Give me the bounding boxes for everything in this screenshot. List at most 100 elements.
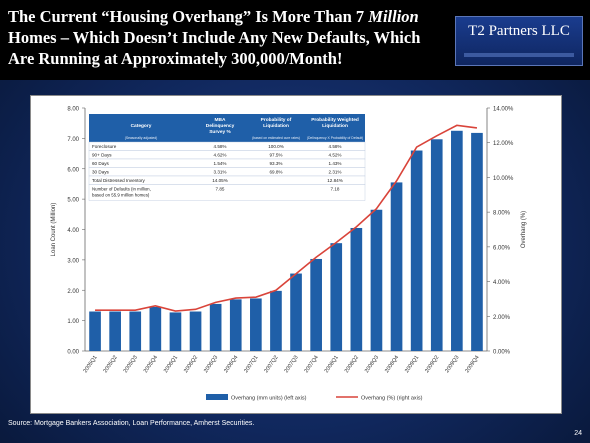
table-header-text: Liquidation [263, 123, 289, 129]
left-tick-label: 6.00 [67, 167, 79, 173]
x-tick-label: 2005Q2 [103, 355, 119, 374]
right-tick-label: 0.00% [493, 350, 511, 356]
table-cell-value: 4.52% [328, 153, 341, 158]
header-bar: The Current “Housing Overhang” Is More T… [0, 0, 590, 80]
legend-bar-swatch [206, 394, 228, 400]
logo-underline [464, 53, 574, 57]
table-cell-value: 1.54% [213, 161, 226, 166]
table-row-label: 60 Days [92, 161, 110, 166]
table-header-text: Liquidation [322, 123, 348, 129]
table-header-text: Survey % [209, 129, 231, 135]
overhang-bar [430, 139, 443, 351]
table-cell-value: 7.18 [331, 187, 340, 192]
x-tick-label: 2005Q3 [123, 355, 139, 374]
logo-text: T2 Partners LLC [468, 23, 570, 39]
table-row-bg [88, 167, 366, 177]
table-header-text: Category [131, 123, 152, 129]
legend-bar-label: Overhang (mm units) (left axis) [231, 396, 307, 402]
table-header-subtext: (Seasonally adjusted) [125, 136, 158, 140]
overhang-bar [209, 303, 222, 351]
right-tick-label: 12.00% [493, 141, 514, 147]
table-row-bg [88, 158, 366, 168]
table-row-bg [88, 141, 366, 151]
title-line1: The Current “Housing Overhang” Is More T… [8, 7, 369, 26]
table-row-label: Foreclosure [92, 144, 117, 149]
table-row-label: Number of Defaults (in million, [92, 187, 151, 192]
table-cell-value: 2.31% [328, 170, 341, 175]
x-tick-label: 2005Q4 [143, 355, 159, 374]
left-tick-label: 8.00 [67, 107, 79, 113]
title-line1-italic: Million [368, 7, 419, 26]
right-axis-title: Overhang (%) [521, 211, 527, 248]
page-number: 24 [574, 430, 582, 437]
x-tick-label: 2007Q3 [284, 355, 300, 374]
left-axis-title: Loan Count (Million) [51, 203, 57, 257]
table-cell-value: 93.3% [269, 161, 282, 166]
left-tick-label: 1.00 [67, 319, 79, 325]
right-tick-label: 6.00% [493, 245, 511, 251]
overhang-chart: 0.00 1.00 2.00 3.00 4.00 5.00 6.00 7.00 8.00 0.00… [51, 107, 527, 402]
overhang-bar [89, 311, 101, 351]
x-tick-label: 2006Q1 [163, 355, 179, 374]
table-cell-value: 14.05% [212, 178, 228, 183]
right-tick-label: 14.00% [493, 107, 514, 113]
title-line3: Are Running at Approximately 300,000/Mon… [8, 49, 343, 68]
x-tick-label: 2006Q4 [223, 355, 239, 374]
table-cell-value: 4.58% [213, 144, 226, 149]
x-tick-label: 2008Q1 [324, 355, 340, 374]
table-header-text: MBA [215, 117, 226, 123]
table-row-bg [88, 150, 366, 160]
right-tick-label: 4.00% [493, 280, 511, 286]
overhang-bar [330, 243, 343, 351]
x-tick-label: 2007Q2 [263, 355, 279, 374]
table-header-bg [89, 114, 365, 142]
chart-panel: 0.00 1.00 2.00 3.00 4.00 5.00 6.00 7.00 8.00 0.00… [30, 95, 562, 414]
overhang-bar [471, 132, 483, 351]
title-line2: Homes – Which Doesn’t Include Any New De… [8, 28, 421, 47]
right-tick-label: 8.00% [493, 211, 511, 217]
overhang-bar [270, 290, 282, 351]
left-tick-label: 5.00 [67, 198, 79, 204]
table-row-bg [88, 184, 366, 201]
table-header-text: Probability Weighted [311, 117, 359, 123]
x-tick-label: 2008Q3 [364, 355, 380, 374]
table-cell-value: 69.8% [269, 170, 282, 175]
x-tick-label: 2007Q1 [243, 355, 259, 374]
source-note: Source: Mortgage Bankers Association, Lo… [8, 420, 255, 427]
x-tick-label: 2009Q3 [444, 355, 460, 374]
overhang-bar [390, 182, 403, 351]
table-cell-value: 1.43% [328, 161, 341, 166]
left-tick-label: 2.00 [67, 289, 79, 295]
x-tick-label: 2009Q4 [464, 355, 480, 374]
table-cell-value: 12.84% [327, 178, 343, 183]
table-row-label: Total Distressed Inventory [92, 178, 146, 183]
overhang-bar [189, 311, 202, 351]
table-cell-value: 100.0% [268, 144, 284, 149]
x-tick-label: 2008Q4 [384, 355, 400, 374]
overhang-bar [250, 298, 262, 351]
table-cell-value: 3.31% [213, 170, 226, 175]
x-tick-label: 2009Q1 [404, 355, 420, 374]
overhang-bar [129, 311, 142, 351]
overhang-bar [310, 258, 322, 351]
overhang-bar [149, 306, 162, 351]
left-tick-label: 0.00 [67, 350, 79, 356]
overhang-bar [229, 299, 242, 351]
right-tick-label: 2.00% [493, 315, 511, 321]
table-header-text: Probability of [261, 117, 292, 123]
left-tick-label: 4.00 [67, 228, 79, 234]
overhang-bar [290, 273, 302, 351]
table-header-subtext: (Delinquency X Probability of Default) [307, 136, 363, 140]
overhang-bar [109, 311, 121, 351]
table-row-label: 30 Days [92, 170, 110, 175]
slide-title: The Current “Housing Overhang” Is More T… [8, 6, 440, 69]
left-tick-label: 7.00 [67, 137, 79, 143]
overhang-bar [350, 227, 363, 351]
table-cell-value: 7.85 [216, 187, 225, 192]
table-cell-value: 4.58% [328, 144, 341, 149]
overhang-bar [169, 312, 182, 351]
company-logo: T2 Partners LLC [455, 16, 583, 66]
table-header-subtext: (based on estimated cure rates) [252, 136, 300, 140]
overhang-bar [410, 150, 423, 351]
x-tick-label: 2005Q1 [83, 355, 99, 374]
